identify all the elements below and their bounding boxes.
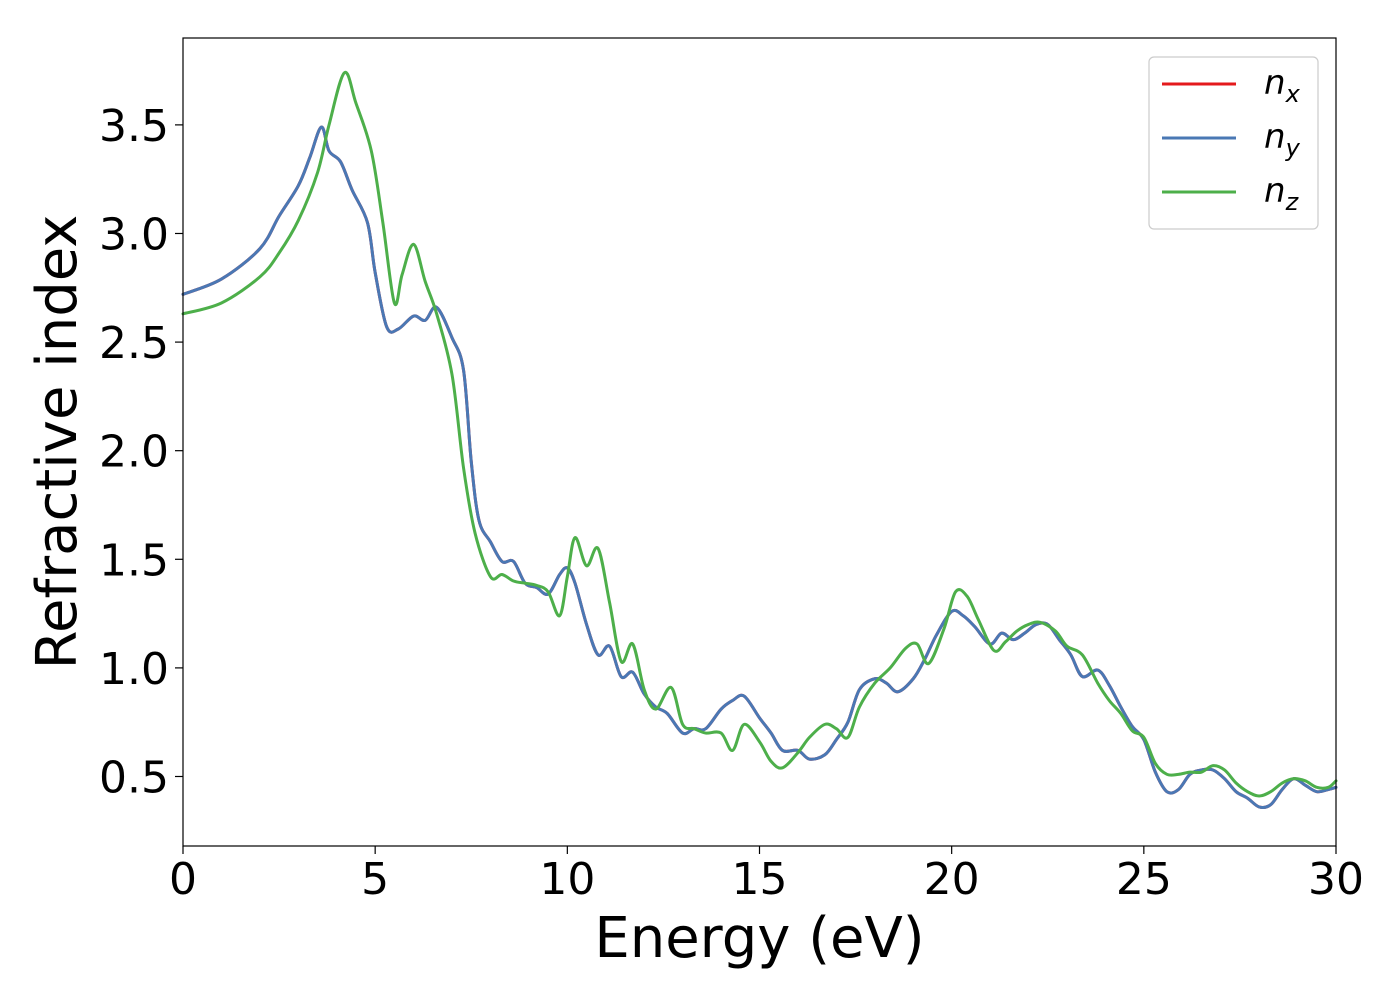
legend-label-n-x: nx bbox=[1264, 63, 1301, 108]
x-tick-label: 15 bbox=[732, 854, 788, 905]
y-tick-label: 2.5 bbox=[99, 318, 169, 369]
series-line-n-z bbox=[181, 70, 1338, 798]
y-tick-label: 0.5 bbox=[99, 752, 169, 803]
y-tick-label: 3.5 bbox=[99, 101, 169, 152]
x-axis-title: Energy (eV) bbox=[594, 906, 924, 971]
y-axis-ticks: 0.5 1.0 1.5 2.0 2.5 3.0 3.5 bbox=[99, 101, 183, 803]
legend-label-n-z: nz bbox=[1264, 171, 1300, 216]
legend-label-n-y: ny bbox=[1264, 117, 1301, 162]
legend-box bbox=[1148, 56, 1319, 230]
y-tick-label: 1.5 bbox=[99, 535, 169, 586]
x-tick-label: 10 bbox=[539, 854, 595, 905]
y-axis-title: Refractive index bbox=[25, 215, 90, 670]
x-tick-label: 25 bbox=[1116, 854, 1172, 905]
series-layer bbox=[181, 70, 1338, 809]
y-tick-label: 2.0 bbox=[99, 427, 169, 478]
x-tick-label: 30 bbox=[1308, 854, 1364, 905]
y-tick-label: 1.0 bbox=[99, 644, 169, 695]
x-axis-ticks: 0 5 10 15 20 25 30 bbox=[169, 846, 1364, 905]
y-tick-label: 3.0 bbox=[99, 209, 169, 260]
legend: nx ny nz bbox=[1148, 56, 1319, 230]
x-tick-label: 20 bbox=[924, 854, 980, 905]
x-tick-label: 0 bbox=[169, 854, 197, 905]
series-line-n-y bbox=[181, 125, 1338, 809]
x-tick-label: 5 bbox=[361, 854, 389, 905]
